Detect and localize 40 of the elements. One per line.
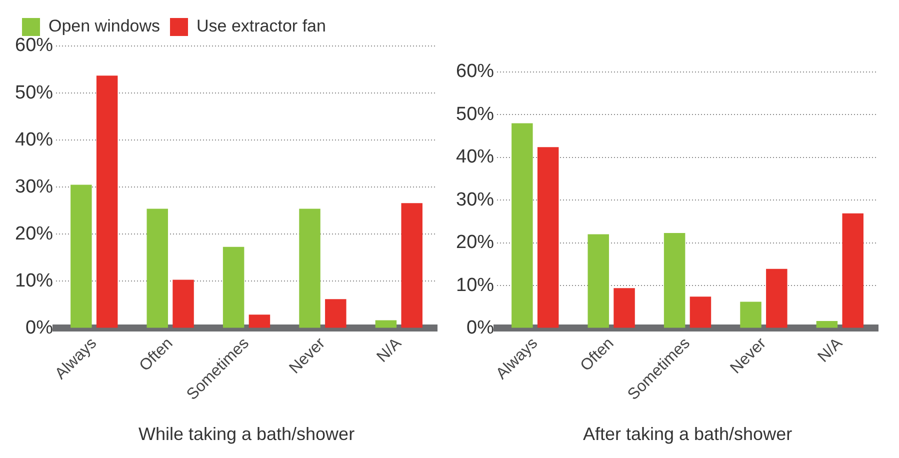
legend-label: Use extractor fan [196,16,326,36]
y-tick-label: 60% [14,35,54,56]
bar [146,208,168,328]
x-tick-label: N/A [814,334,846,366]
bar [299,208,320,328]
legend-label: Open windows [48,16,160,36]
bar [248,314,270,328]
y-tick-label: 50% [14,82,54,104]
bar [816,320,838,328]
x-axis-title: While taking a bath/shower [138,424,355,444]
y-tick-label: 20% [456,232,494,254]
bar [588,234,609,328]
bar [740,302,762,328]
x-tick-label: N/A [374,334,406,366]
bar [664,233,686,328]
bar [842,213,864,328]
bar [375,320,397,328]
bar [222,246,244,328]
bar [537,147,559,328]
y-tick-label: 30% [14,176,54,198]
y-tick-label: 40% [456,146,494,168]
y-tick-label: 60% [456,61,494,82]
y-tick-label: 20% [14,223,54,244]
bar [690,296,712,328]
y-tick-label: 50% [456,104,494,125]
bar [96,76,118,328]
y-tick-label: 0% [466,317,494,338]
x-axis-title: After taking a bath/shower [582,424,792,444]
bar [766,268,788,328]
y-tick-label: 40% [14,129,54,150]
y-tick-label: 30% [456,189,494,210]
bar [172,280,194,328]
bar [512,123,533,328]
y-tick-label: 0% [26,317,54,338]
y-tick-label: 10% [14,270,54,292]
y-tick-label: 10% [456,274,494,296]
bar [325,299,346,328]
bar [70,184,92,328]
bar [401,203,422,328]
bar [614,288,635,328]
